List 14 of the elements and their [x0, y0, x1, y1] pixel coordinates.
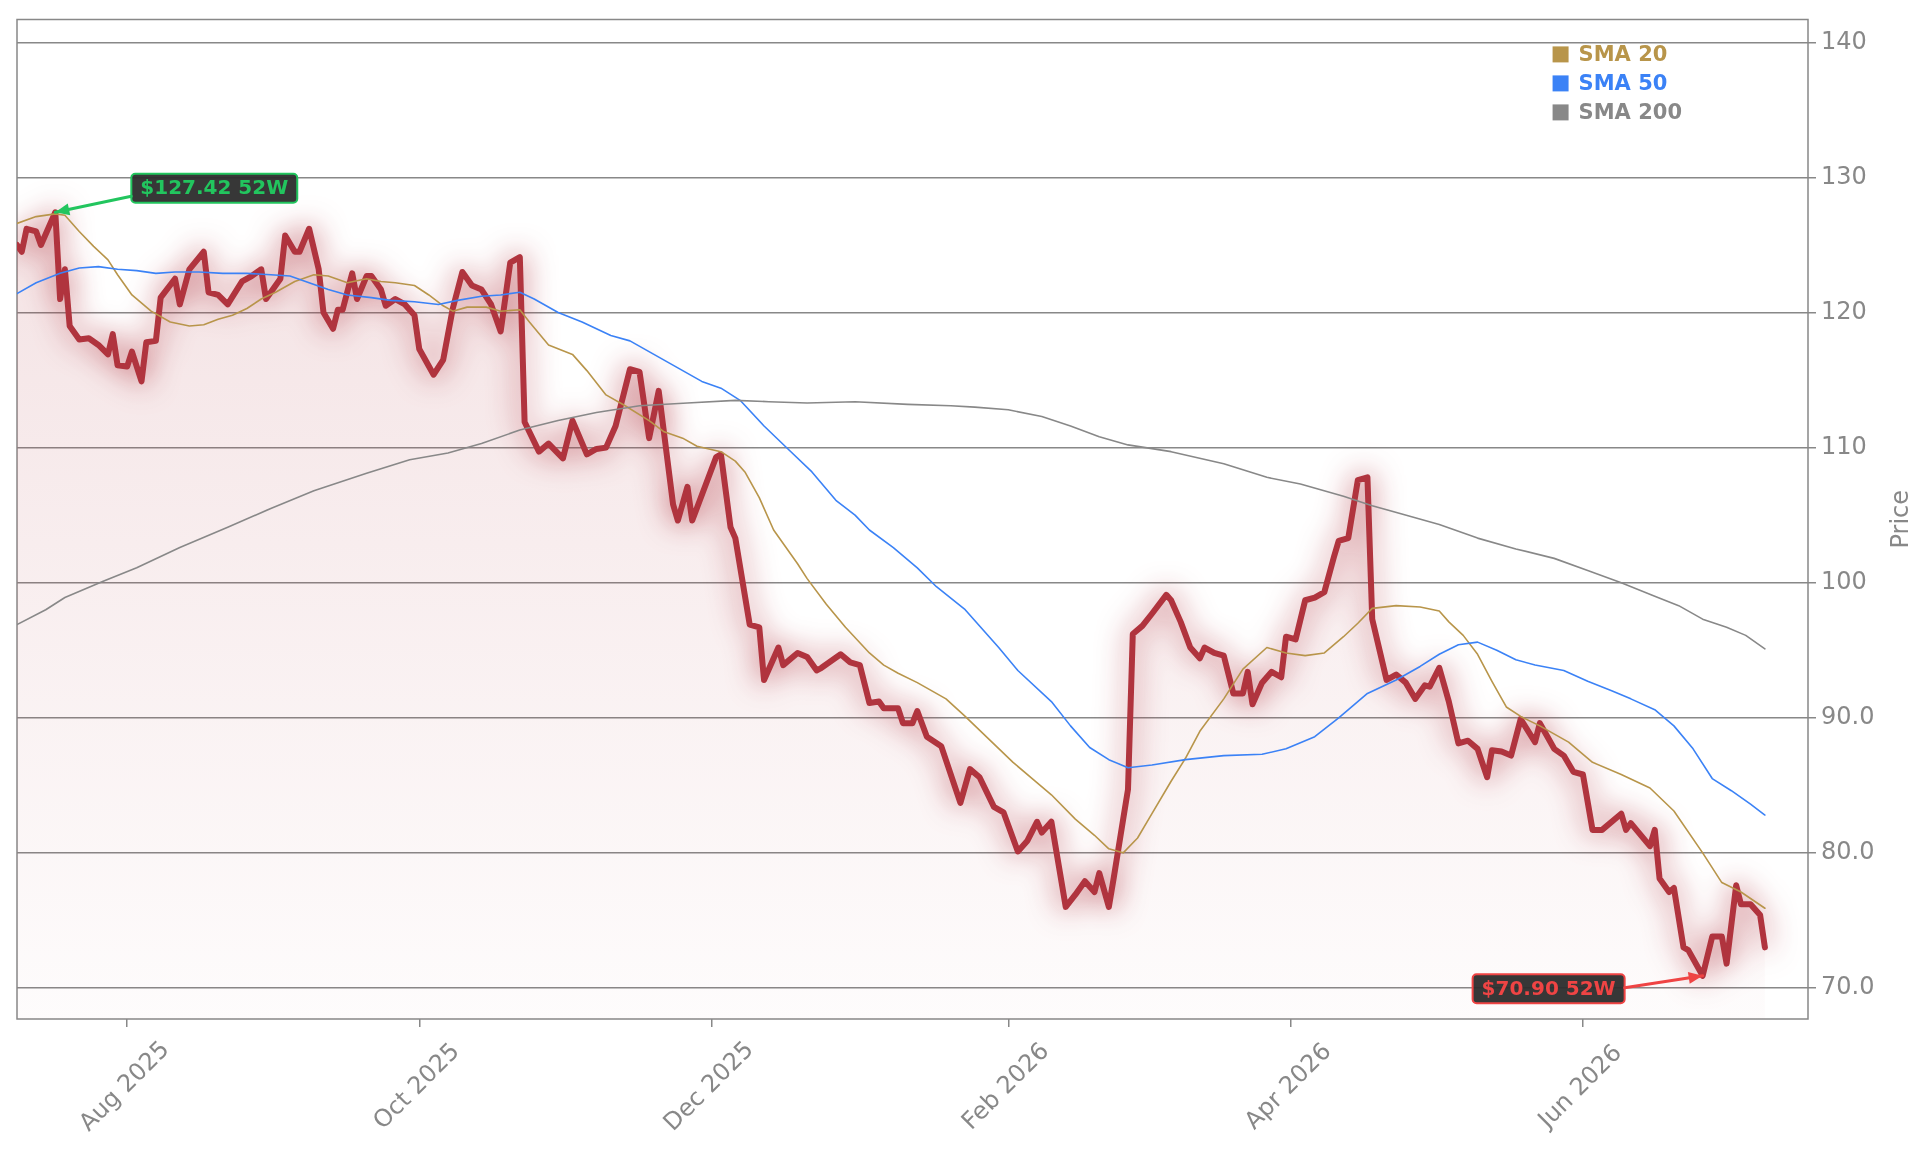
y-tick-label: 90.0 — [1821, 702, 1875, 730]
y-tick-label: 70.0 — [1821, 972, 1875, 1001]
y-tick-label: 130 — [1821, 161, 1867, 190]
legend-label: SMA 200 — [1578, 99, 1682, 124]
y-tick-label: 100 — [1821, 566, 1867, 595]
legend-label: SMA 50 — [1578, 70, 1668, 95]
annotation: $127.42 52W — [140, 175, 289, 200]
annotation: $70.90 52W — [1481, 975, 1616, 1000]
y-tick-label: 120 — [1821, 296, 1867, 325]
y-tick-label: 140 — [1821, 26, 1867, 55]
y-tick-label: 80.0 — [1821, 837, 1875, 866]
y-axis-title: Price — [1886, 489, 1915, 549]
y-tick-label: 110 — [1821, 431, 1867, 460]
legend-label: SMA 20 — [1578, 41, 1668, 66]
